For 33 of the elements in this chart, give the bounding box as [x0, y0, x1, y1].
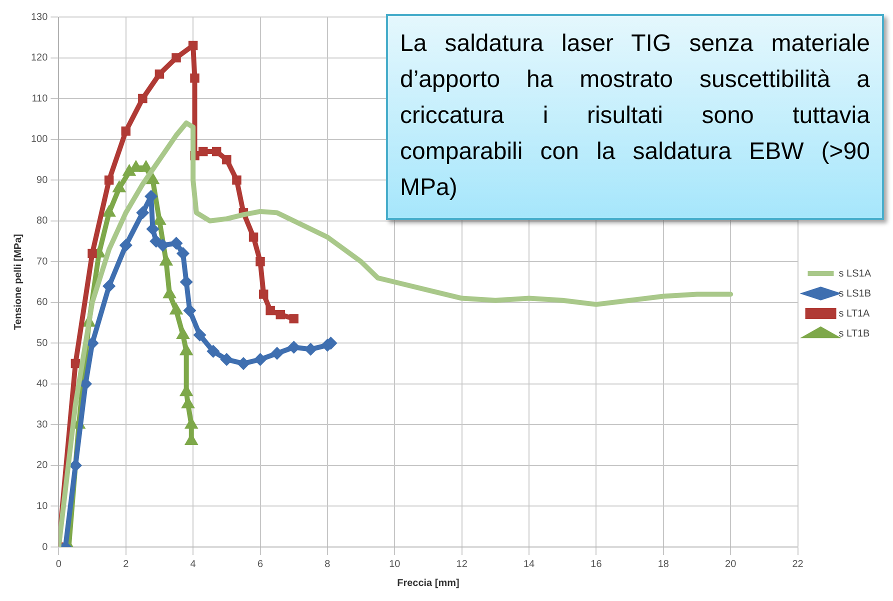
- y-tick-label: 20: [36, 460, 48, 472]
- x-tick-label: 18: [658, 558, 670, 570]
- x-tick-label: 20: [725, 558, 737, 570]
- y-tick-label: 40: [36, 378, 48, 390]
- legend-label: s LT1A: [838, 308, 870, 320]
- x-tick-label: 10: [389, 558, 401, 570]
- y-tick-label: 130: [30, 12, 48, 23]
- y-axis-title: Tensione pelli [MPa]: [12, 234, 24, 330]
- x-tick-label: 12: [456, 558, 468, 570]
- x-tick-label: 16: [590, 558, 602, 570]
- y-tick-label: 80: [36, 216, 48, 227]
- y-tick-label: 10: [36, 500, 48, 512]
- legend-label: s LS1B: [838, 288, 872, 300]
- legend-label: s LS1A: [838, 268, 872, 280]
- y-tick-label: 60: [36, 297, 48, 308]
- y-tick-label: 90: [36, 174, 48, 186]
- x-tick-label: 22: [792, 558, 804, 570]
- x-tick-label: 0: [56, 558, 62, 570]
- y-tick-label: 120: [30, 52, 48, 64]
- x-tick-label: 4: [190, 558, 196, 570]
- x-tick-label: 8: [324, 558, 331, 570]
- y-tick-label: 110: [32, 93, 48, 104]
- y-tick-label: 30: [36, 419, 48, 430]
- x-tick-label: 2: [123, 558, 130, 570]
- x-axis-title: Freccia [mm]: [397, 578, 460, 589]
- x-tick-label: 6: [257, 558, 264, 570]
- y-tick-label: 0: [42, 542, 48, 553]
- y-tick-label: 70: [36, 256, 48, 268]
- legend-label: s LT1B: [838, 328, 870, 340]
- x-tick-label: 14: [523, 558, 536, 570]
- y-tick-label: 50: [36, 338, 48, 349]
- annotation: La saldatura laser TIG senza materiale d’apporto ha mostrato suscettibilità a criccatura i risultati sono tuttavia comparabili con la saldatura EBW (>90 MPa): [386, 14, 884, 220]
- y-tick-label: 100: [30, 134, 48, 146]
